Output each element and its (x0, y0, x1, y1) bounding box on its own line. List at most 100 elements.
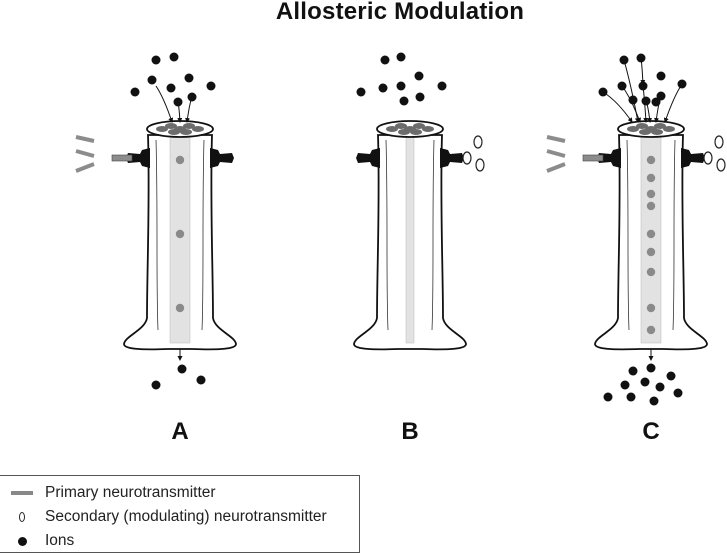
pore-ion (646, 189, 656, 199)
binding-subunit (180, 129, 192, 135)
ion (628, 366, 638, 376)
ion (414, 71, 424, 81)
ion (636, 53, 646, 63)
free-primary-neurotransmitter (75, 135, 95, 143)
ion (151, 380, 161, 390)
pore-ion (175, 155, 185, 165)
pore-ion (646, 155, 656, 165)
channel-subunit-line (201, 139, 205, 331)
legend-label-primary: Primary neurotransmitter (45, 484, 216, 501)
ion (187, 92, 197, 102)
free-secondary-neurotransmitter (716, 158, 726, 172)
channel-subunit-line (431, 139, 435, 331)
binding-subunit (398, 129, 410, 135)
ion (619, 55, 629, 65)
pore-ion (646, 229, 656, 239)
ion-flow-arrow (602, 91, 633, 123)
free-primary-neurotransmitter (546, 135, 566, 143)
pore-ion (646, 303, 656, 313)
binding-subunit (410, 129, 422, 135)
binding-subunit (422, 126, 434, 132)
ion (656, 91, 666, 101)
ion (184, 73, 194, 83)
legend: Primary neurotransmitter Secondary (modu… (0, 475, 360, 553)
pore-ion (646, 247, 656, 257)
binding-subunit (651, 129, 663, 135)
ion (651, 97, 661, 107)
ion (380, 55, 390, 65)
secondary-neurotransmitter-icon (19, 512, 25, 522)
ion (626, 392, 636, 402)
pore-ion (646, 201, 656, 211)
ion (666, 371, 676, 381)
ion (673, 388, 683, 398)
left-binding-site (126, 148, 150, 168)
free-primary-neurotransmitter (546, 162, 566, 173)
panel-c-channel (546, 53, 726, 406)
binding-subunit (663, 126, 675, 132)
panel-a-channel (75, 52, 237, 390)
ion (437, 81, 447, 91)
ion (640, 377, 650, 387)
primary-neurotransmitter-icon (11, 491, 33, 495)
ion (628, 95, 638, 105)
ion (396, 52, 406, 62)
right-binding-site (210, 148, 234, 168)
panel-b-label: B (401, 418, 419, 445)
binding-subunit (165, 123, 177, 129)
ion (177, 364, 187, 374)
panel-c-label: C (642, 418, 660, 445)
pore-ion (175, 229, 185, 239)
right-binding-site (440, 148, 464, 168)
ion (356, 87, 366, 97)
binding-subunit (636, 123, 648, 129)
pore-ion (646, 267, 656, 277)
diagram-canvas (75, 52, 726, 406)
binding-subunit (627, 126, 639, 132)
binding-subunit (654, 123, 666, 129)
channel-subunit-line (385, 139, 389, 331)
legend-label-ions: Ions (45, 532, 75, 549)
ion (677, 79, 687, 89)
ion (638, 81, 648, 91)
ion (655, 382, 665, 392)
ion (169, 52, 179, 62)
left-binding-site (597, 148, 621, 168)
ion (415, 92, 425, 102)
binding-subunit (386, 126, 398, 132)
legend-item-ions: Ions (0, 530, 74, 552)
free-secondary-neurotransmitter (714, 135, 724, 149)
ion (206, 81, 216, 91)
ion-icon (17, 536, 27, 546)
ion-flow-arrow (155, 85, 174, 123)
panel-b-channel (353, 52, 485, 351)
free-secondary-neurotransmitter (475, 158, 485, 172)
binding-subunit (192, 126, 204, 132)
ion (598, 87, 608, 97)
ion (151, 55, 161, 65)
channel-subunit-line (626, 139, 630, 331)
pore-ion (646, 325, 656, 335)
ion (620, 380, 630, 390)
binding-subunit (168, 129, 180, 135)
ion (656, 71, 666, 81)
binding-subunit (395, 123, 407, 129)
binding-subunit (639, 129, 651, 135)
ion (130, 87, 140, 97)
right-binding-site (681, 148, 705, 168)
free-primary-neurotransmitter (546, 149, 566, 158)
binding-subunit (413, 123, 425, 129)
ion-pore (405, 134, 415, 344)
ion (399, 96, 409, 106)
legend-label-secondary: Secondary (modulating) neurotransmitter (45, 508, 327, 525)
ion (646, 363, 656, 373)
diagram-title: Allosteric Modulation (275, 0, 525, 25)
bound-primary-neurotransmitter (582, 154, 604, 162)
ion (173, 97, 183, 107)
bound-secondary-neurotransmitter (462, 151, 472, 165)
ion-flow-arrow (663, 83, 683, 123)
ion (147, 75, 157, 85)
channel-subunit-line (155, 139, 159, 331)
free-primary-neurotransmitter (75, 149, 95, 158)
ion (617, 81, 627, 91)
